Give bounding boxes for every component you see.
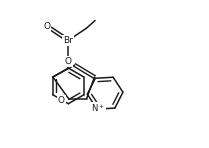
Text: N$^+$: N$^+$ bbox=[90, 103, 104, 114]
Text: O: O bbox=[43, 22, 50, 31]
Text: O: O bbox=[65, 57, 72, 66]
Text: Br: Br bbox=[63, 36, 73, 45]
Text: O: O bbox=[58, 96, 65, 105]
